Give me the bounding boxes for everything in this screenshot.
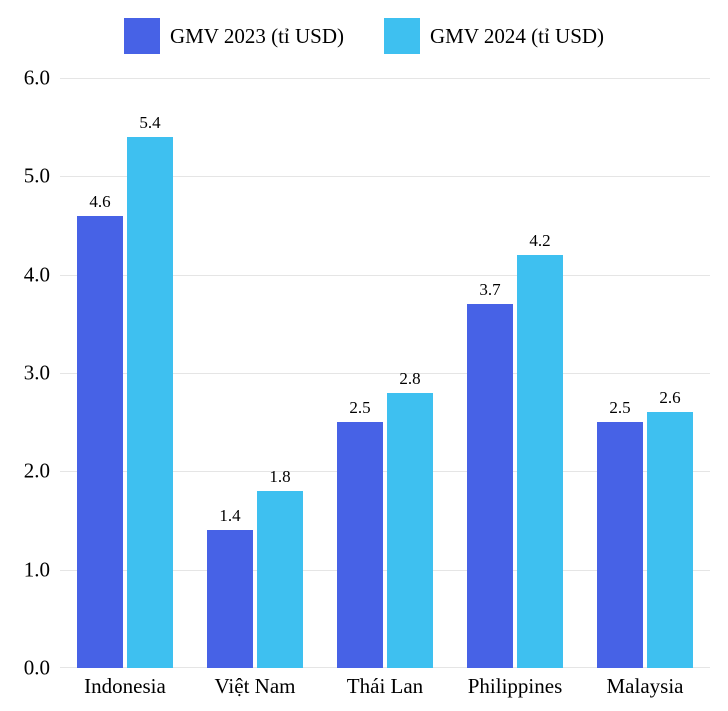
y-tick-label: 3.0 — [24, 361, 50, 386]
legend-swatch-2024 — [384, 18, 420, 54]
bar-2023: 4.6 — [77, 216, 123, 668]
x-tick-label: Thái Lan — [347, 674, 423, 699]
bar-2024: 5.4 — [127, 137, 173, 668]
bar-value-label: 2.5 — [609, 398, 630, 418]
y-tick-label: 6.0 — [24, 66, 50, 91]
bar-value-label: 4.6 — [89, 192, 110, 212]
bar-value-label: 4.2 — [529, 231, 550, 251]
bar-value-label: 3.7 — [479, 280, 500, 300]
chart-container: GMV 2023 (tỉ USD) GMV 2024 (tỉ USD) 0.0 1… — [0, 0, 728, 711]
x-tick-label: Indonesia — [84, 674, 166, 699]
legend-label-2024: GMV 2024 (tỉ USD) — [430, 24, 604, 49]
bar-2024: 1.8 — [257, 491, 303, 668]
y-tick-label: 4.0 — [24, 262, 50, 287]
legend-item-2023: GMV 2023 (tỉ USD) — [124, 18, 344, 54]
y-tick-label: 5.0 — [24, 164, 50, 189]
bar-2023: 2.5 — [597, 422, 643, 668]
y-tick-label: 1.0 — [24, 557, 50, 582]
bar-value-label: 2.5 — [349, 398, 370, 418]
plot-area: 0.01.02.03.04.05.06.04.65.41.41.82.52.83… — [60, 78, 710, 668]
bar-value-label: 2.8 — [399, 369, 420, 389]
y-tick-label: 0.0 — [24, 656, 50, 681]
bar-2024: 4.2 — [517, 255, 563, 668]
x-tick-label: Malaysia — [607, 674, 684, 699]
bar-value-label: 1.8 — [269, 467, 290, 487]
bar-2024: 2.8 — [387, 393, 433, 668]
bar-value-label: 5.4 — [139, 113, 160, 133]
bar-2023: 2.5 — [337, 422, 383, 668]
legend: GMV 2023 (tỉ USD) GMV 2024 (tỉ USD) — [0, 18, 728, 54]
bars-layer: 4.65.41.41.82.52.83.74.22.52.6 — [60, 78, 710, 668]
x-tick-label: Philippines — [468, 674, 563, 699]
bar-value-label: 2.6 — [659, 388, 680, 408]
y-tick-label: 2.0 — [24, 459, 50, 484]
legend-swatch-2023 — [124, 18, 160, 54]
bar-2023: 1.4 — [207, 530, 253, 668]
bar-value-label: 1.4 — [219, 506, 240, 526]
bar-2024: 2.6 — [647, 412, 693, 668]
legend-label-2023: GMV 2023 (tỉ USD) — [170, 24, 344, 49]
x-tick-label: Việt Nam — [215, 674, 296, 699]
bar-2023: 3.7 — [467, 304, 513, 668]
legend-item-2024: GMV 2024 (tỉ USD) — [384, 18, 604, 54]
